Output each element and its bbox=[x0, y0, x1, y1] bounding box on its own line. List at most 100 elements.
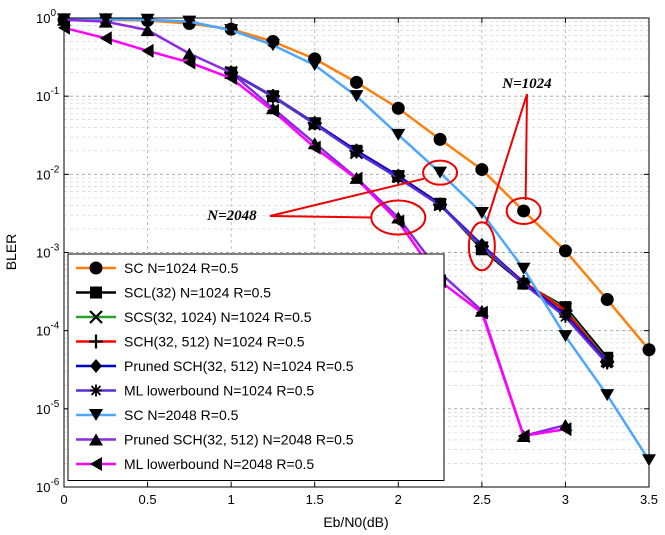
data-point bbox=[558, 244, 572, 258]
legend-marker bbox=[90, 384, 102, 397]
data-point bbox=[266, 90, 279, 103]
annotation-ellipse bbox=[467, 221, 496, 272]
data-point bbox=[600, 389, 615, 402]
annotation-label: N=2048 bbox=[206, 208, 257, 224]
legend-entry: Pruned SCH(32, 512) N=1024 R=0.5 bbox=[76, 358, 354, 374]
data-point bbox=[350, 171, 363, 186]
legend-entry: SC N=2048 R=0.5 bbox=[76, 407, 239, 423]
y-tick-label: 10-5 bbox=[36, 399, 60, 417]
data-point bbox=[141, 43, 154, 58]
data-point bbox=[350, 75, 363, 89]
legend-entry: ML lowerbound N=2048 R=0.5 bbox=[76, 456, 314, 472]
legend-entry: ML lowerbound N=1024 R=0.5 bbox=[76, 383, 314, 399]
y-tick-label: 10-4 bbox=[36, 321, 60, 339]
legend-entry: SCL(32) N=1024 R=0.5 bbox=[76, 285, 271, 301]
y-tick-label: 100 bbox=[36, 8, 56, 26]
data-point bbox=[517, 428, 530, 443]
legend-label: Pruned SCH(32, 512) N=2048 R=0.5 bbox=[124, 432, 354, 448]
data-point bbox=[224, 24, 239, 37]
data-point bbox=[433, 132, 447, 146]
data-point bbox=[225, 71, 238, 86]
data-point bbox=[307, 59, 322, 72]
legend-marker bbox=[90, 457, 102, 471]
annotation-arrow bbox=[269, 177, 425, 217]
data-point bbox=[600, 293, 614, 307]
data-point bbox=[601, 357, 614, 370]
data-point bbox=[391, 128, 406, 141]
data-point bbox=[559, 422, 572, 437]
legend-label: SC N=1024 R=0.5 bbox=[124, 260, 239, 276]
annotations: N=1024 N=2048 bbox=[206, 76, 552, 272]
data-point bbox=[517, 277, 530, 290]
x-tick-label: 1 bbox=[228, 492, 235, 507]
legend-label: SCS(32, 1024) N=1024 R=0.5 bbox=[124, 309, 312, 325]
data-point bbox=[392, 214, 405, 229]
annotation-ellipse bbox=[505, 196, 542, 225]
ticks: 0 0.5 1 1.5 2 2.5 3 3.5 100 10-1 10-2 10-3 10-4 10-5 1… bbox=[36, 8, 658, 507]
data-point bbox=[308, 118, 321, 131]
legend-label: ML lowerbound N=1024 R=0.5 bbox=[124, 383, 314, 399]
legend-marker bbox=[90, 286, 102, 299]
data-point bbox=[516, 262, 531, 275]
x-tick-label: 3 bbox=[562, 492, 569, 507]
data-point bbox=[475, 305, 488, 320]
legend-label: Pruned SCH(32, 512) N=1024 R=0.5 bbox=[124, 358, 354, 374]
legend-marker bbox=[89, 310, 103, 324]
annotation-arrow bbox=[484, 93, 528, 225]
data-point bbox=[98, 15, 113, 28]
data-point bbox=[391, 101, 405, 115]
series-6 bbox=[57, 13, 656, 467]
x-tick-label: 0 bbox=[60, 492, 67, 507]
annotation-arrow bbox=[524, 93, 528, 200]
x-tick-label: 2 bbox=[395, 492, 402, 507]
data-point bbox=[350, 146, 363, 159]
legend-entry: Pruned SCH(32, 512) N=2048 R=0.5 bbox=[76, 432, 354, 448]
legend: SC N=1024 R=0.5 SCL(32) N=1024 R=0.5 SCS(3… bbox=[67, 253, 445, 481]
y-tick-label: 10-6 bbox=[36, 477, 60, 495]
legend-label: ML lowerbound N=2048 R=0.5 bbox=[124, 456, 314, 472]
legend-label: SCH(32, 512) N=1024 R=0.5 bbox=[124, 334, 305, 350]
data-point bbox=[475, 240, 488, 253]
data-point bbox=[99, 31, 112, 46]
data-point bbox=[433, 166, 448, 179]
legend-box bbox=[67, 253, 445, 481]
data-point bbox=[266, 103, 279, 118]
x-tick-label: 1.5 bbox=[306, 492, 324, 507]
data-point bbox=[474, 207, 489, 220]
y-tick-label: 10-3 bbox=[36, 243, 60, 261]
y-tick-label: 10-2 bbox=[36, 164, 60, 182]
y-axis-label: BLER bbox=[3, 234, 19, 271]
data-point bbox=[182, 47, 197, 60]
data-point bbox=[392, 171, 405, 184]
legend-entry: SC N=1024 R=0.5 bbox=[76, 260, 239, 276]
data-point bbox=[308, 140, 321, 155]
data-point bbox=[558, 330, 573, 343]
annotation-arrow bbox=[269, 215, 373, 219]
legend-entry: SCH(32, 512) N=1024 R=0.5 bbox=[76, 334, 305, 350]
legend-label: SC N=2048 R=0.5 bbox=[124, 407, 239, 423]
data-point bbox=[517, 204, 531, 218]
legend-marker bbox=[89, 433, 103, 446]
data-point bbox=[349, 90, 364, 103]
legend-marker bbox=[89, 261, 103, 275]
x-tick-label: 3.5 bbox=[640, 492, 658, 507]
legend-marker bbox=[90, 359, 102, 373]
annotation-label: N=1024 bbox=[501, 76, 552, 92]
data-point bbox=[140, 24, 155, 37]
y-tick-label: 10-1 bbox=[36, 86, 60, 104]
data-point bbox=[265, 39, 280, 52]
data-point bbox=[475, 163, 489, 177]
data-point bbox=[559, 310, 572, 323]
legend-entry: SCS(32, 1024) N=1024 R=0.5 bbox=[76, 309, 312, 325]
legend-marker bbox=[89, 334, 103, 349]
legend-marker bbox=[89, 409, 103, 421]
annotation-ellipse bbox=[422, 159, 459, 186]
data-point bbox=[183, 55, 196, 70]
legend-label: SCL(32) N=1024 R=0.5 bbox=[124, 285, 271, 301]
x-axis-label: Eb/N0(dB) bbox=[323, 514, 388, 530]
data-point bbox=[182, 15, 197, 28]
x-tick-label: 0.5 bbox=[139, 492, 157, 507]
x-tick-label: 2.5 bbox=[473, 492, 491, 507]
data-point bbox=[434, 199, 447, 212]
